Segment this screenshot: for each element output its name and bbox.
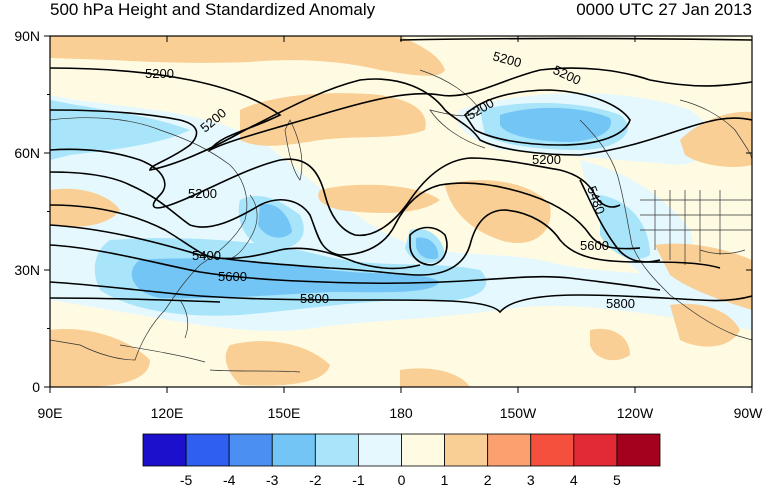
contour-line <box>50 209 721 276</box>
contour-label: 5800 <box>606 296 635 311</box>
colorbar-label: 4 <box>570 472 578 488</box>
northamerica-coastline <box>579 119 752 341</box>
contour-label: 5200 <box>532 152 561 167</box>
positive-anomaly-region <box>400 368 470 387</box>
positive-anomaly-region <box>240 93 426 146</box>
positive-anomaly-region <box>445 180 551 244</box>
lat-label: 0 <box>32 379 40 395</box>
positive-anomaly-region <box>670 303 740 347</box>
colorbar-swatch <box>358 433 402 467</box>
longitude-labels: 90E 120E 150E 180 150W 120W 90W <box>38 405 764 421</box>
negative-anomaly-region <box>500 107 611 142</box>
colorbar-swatch <box>271 433 316 467</box>
colorbar-label: -3 <box>266 472 279 488</box>
colorbar-label: 2 <box>484 472 492 488</box>
positive-anomaly-region <box>680 111 752 167</box>
positive-anomaly-region <box>50 36 445 76</box>
lon-label: 120W <box>617 405 654 421</box>
contour-line <box>50 148 621 237</box>
lon-label: 180 <box>389 405 413 421</box>
lat-label: 30N <box>14 262 40 278</box>
anomaly-field <box>50 36 752 387</box>
contour-label: 5400 <box>192 248 221 263</box>
colorbar: -5 -4 -3 -2 -1 0 1 2 3 4 5 <box>142 433 661 488</box>
positive-anomaly-region <box>318 184 440 213</box>
lon-label: 90W <box>734 405 764 421</box>
us-states-grid <box>640 190 752 265</box>
gulf-coastline <box>699 249 746 255</box>
contour-line <box>50 78 752 171</box>
contour-line <box>50 297 221 303</box>
contour-label: 5800 <box>300 291 329 306</box>
colorbar-label: -1 <box>352 472 365 488</box>
latitude-labels: 90N 60N 30N 0 <box>14 28 40 395</box>
contour-line <box>50 281 752 314</box>
colorbar-swatch <box>444 433 489 467</box>
colorbar-swatch <box>573 433 618 467</box>
lat-label: 60N <box>14 145 40 161</box>
positive-anomaly-region <box>590 328 630 361</box>
contour-label: 5600 <box>580 238 609 253</box>
positive-anomaly-region <box>655 243 752 310</box>
asia-coastline <box>50 117 248 361</box>
map-timestamp: 0000 UTC 27 Jan 2013 <box>576 0 752 19</box>
colorbar-label: -4 <box>223 472 236 488</box>
contour-line <box>50 171 641 256</box>
contour-line <box>579 179 661 263</box>
negative-anomaly-region <box>258 204 292 238</box>
colorbar-label: 0 <box>398 472 406 488</box>
contour-label: 5200 <box>491 48 523 70</box>
negative-anomaly-region <box>131 258 440 299</box>
lon-label: 120E <box>151 405 184 421</box>
colorbar-label: -2 <box>309 472 322 488</box>
contour-line <box>50 204 421 270</box>
positive-anomaly-region <box>50 188 120 227</box>
hudson-coastline <box>679 99 752 161</box>
coastlines <box>50 69 752 373</box>
colorbar-label: 3 <box>527 472 535 488</box>
contour-line <box>409 226 448 266</box>
alaska-coastline <box>419 69 486 149</box>
lon-label: 150E <box>268 405 301 421</box>
colorbar-swatch <box>228 433 273 467</box>
map-title: 500 hPa Height and Standardized Anomaly <box>50 0 376 19</box>
colorbar-label: 5 <box>613 472 621 488</box>
philippines-coastline <box>179 299 189 339</box>
colorbar-swatch <box>142 433 187 467</box>
contour-line <box>463 89 631 146</box>
latitude-axis <box>44 35 752 388</box>
colorbar-swatch <box>185 433 230 467</box>
kamchatka-coastline <box>284 119 303 181</box>
colorbar-swatch <box>616 433 661 467</box>
contour-line <box>50 244 661 291</box>
height-contours <box>50 37 752 314</box>
contour-line <box>399 37 752 41</box>
colorbar-swatch <box>487 433 532 467</box>
colorbar-swatch <box>401 433 445 467</box>
contour-line <box>50 67 752 153</box>
indonesia-coastline <box>119 344 301 373</box>
positive-anomaly-region <box>50 329 150 387</box>
lon-label: 90E <box>38 405 63 421</box>
negative-anomaly-region <box>416 237 439 260</box>
contour-label: 5600 <box>218 269 247 284</box>
colorbar-label: -5 <box>180 472 193 488</box>
colorbar-swatch <box>530 433 575 467</box>
negative-anomaly-region <box>50 100 190 160</box>
longitude-axis <box>49 36 753 393</box>
contour-label: 5200 <box>145 66 174 81</box>
contour-label: 5200 <box>188 186 217 201</box>
lon-label: 150W <box>500 405 537 421</box>
colorbar-label: 1 <box>441 472 449 488</box>
positive-anomaly-region <box>225 341 330 386</box>
negative-anomaly-region <box>600 195 650 259</box>
japan-coastline <box>231 194 258 259</box>
colorbar-swatch <box>314 433 359 467</box>
lat-label: 90N <box>14 28 40 44</box>
